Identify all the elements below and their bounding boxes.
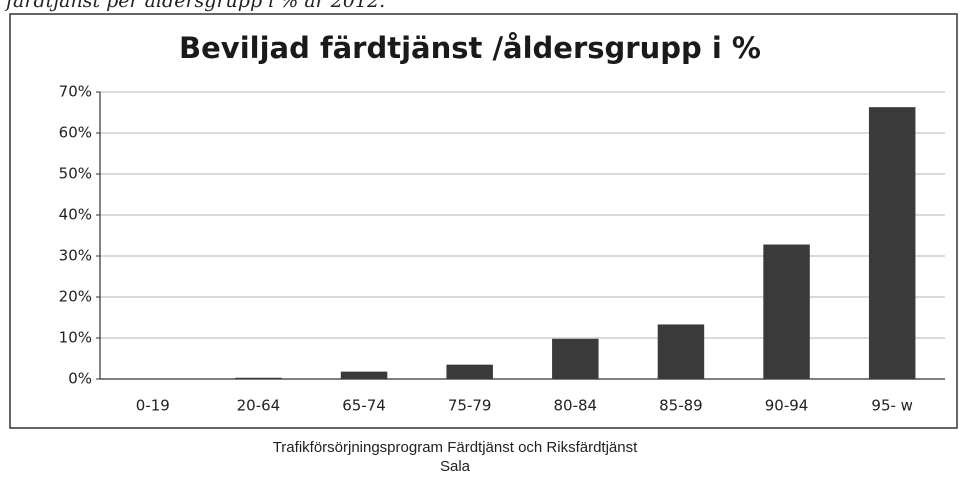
footer-line: Sala (440, 458, 471, 475)
y-tick-label: 40% (59, 206, 92, 224)
bar (763, 244, 810, 379)
x-tick-label: 0-19 (136, 397, 170, 415)
x-tick-label: 85-89 (659, 397, 703, 415)
y-tick-label: 10% (59, 329, 92, 347)
y-tick-label: 60% (59, 124, 92, 142)
x-tick-label: 90-94 (765, 397, 809, 415)
x-tick-label: 80-84 (554, 397, 598, 415)
bar (552, 338, 599, 379)
bar (657, 324, 705, 379)
y-tick-label: 0% (68, 370, 92, 388)
x-tick-label: 65-74 (342, 397, 386, 415)
y-tick-label: 70% (59, 83, 92, 101)
x-tick-label: 95- w (871, 397, 913, 415)
footer-line: Trafikförsörjningsprogram Färdtjänst och… (273, 439, 638, 456)
bar (868, 107, 916, 380)
bar (340, 371, 388, 379)
chart-title: Beviljad färdtjänst /åldersgrupp i % (179, 31, 761, 65)
x-tick-label: 20-64 (237, 397, 281, 415)
y-tick-label: 50% (59, 165, 92, 183)
x-tick-label: 75-79 (448, 397, 492, 415)
bar (446, 364, 493, 379)
y-tick-label: 30% (59, 247, 92, 265)
y-tick-label: 20% (59, 288, 92, 306)
bar (235, 377, 282, 379)
caption: färdtjänst per åldersgrupp i % år 2012. (4, 0, 385, 12)
